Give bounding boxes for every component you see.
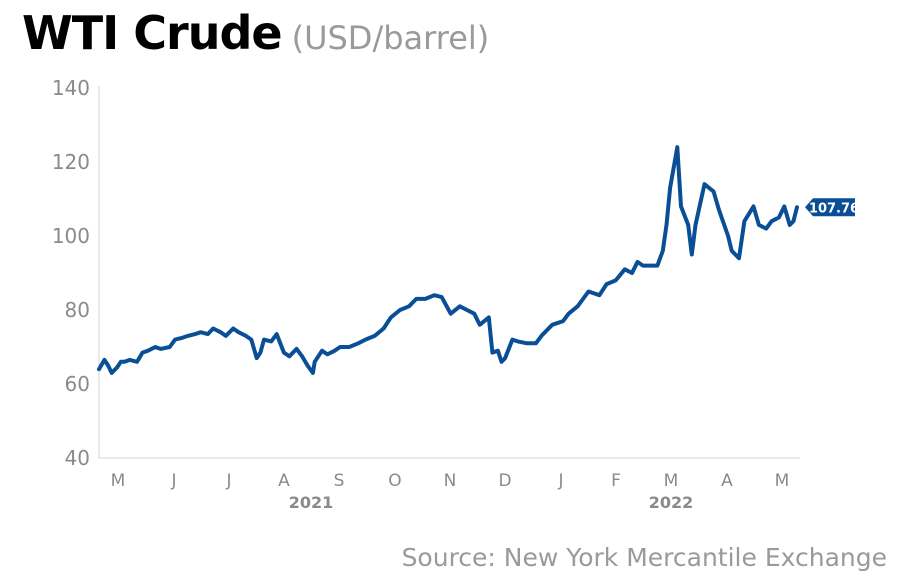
chart-subtitle: (USD/barrel) [291,19,490,57]
chart-title: WTI Crude [22,6,283,60]
x-tick-label: A [278,471,290,491]
y-tick-label: 60 [65,372,90,396]
y-tick-label: 40 [65,446,90,470]
x-tick-label: J [225,471,231,491]
x-tick-label: F [611,471,621,491]
x-tick-label: S [334,471,345,491]
y-tick-label: 140 [52,76,90,100]
end-label-tag [805,198,855,217]
year-label: 2021 [289,493,334,512]
end-label-value: 107.76 [809,201,859,216]
x-tick-label: M [111,471,126,491]
wti-price-line [97,145,799,375]
x-tick-label: J [557,471,563,491]
x-axis: M J J A S O N D J F M A M 2021 2022 [99,457,800,512]
x-tick-label: O [388,471,401,491]
y-axis: 40 60 80 100 120 140 [52,76,100,470]
source-note: Source: New York Mercantile Exchange [401,543,887,572]
x-tick-label: N [444,471,457,491]
y-tick-label: 120 [52,150,90,174]
x-tick-label: M [664,471,679,491]
x-tick-label: M [775,471,790,491]
end-value-label: 107.76 [805,198,859,217]
year-label: 2022 [649,493,694,512]
x-tick-label: J [170,471,176,491]
y-tick-label: 80 [65,298,90,322]
x-tick-label: A [721,471,733,491]
y-tick-label: 100 [52,224,90,248]
x-tick-label: D [498,471,511,491]
title-row: WTI Crude (USD/barrel) [22,6,489,60]
series-layer [97,145,799,375]
